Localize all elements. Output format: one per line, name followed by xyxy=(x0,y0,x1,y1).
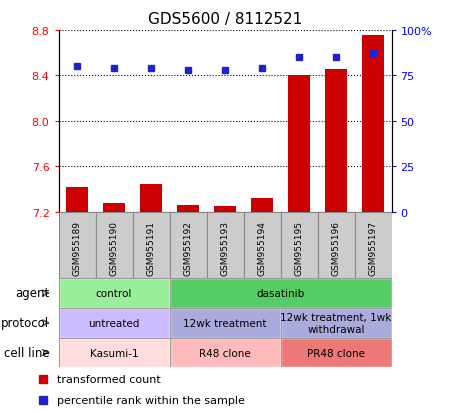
Bar xyxy=(58,338,170,368)
Bar xyxy=(103,203,125,212)
Text: GSM955194: GSM955194 xyxy=(257,220,266,275)
Bar xyxy=(243,212,280,278)
Bar xyxy=(280,338,392,368)
Title: GDS5600 / 8112521: GDS5600 / 8112521 xyxy=(148,12,302,26)
Bar xyxy=(362,36,384,212)
Text: GSM955192: GSM955192 xyxy=(184,220,193,275)
Text: PR48 clone: PR48 clone xyxy=(307,348,365,358)
Bar xyxy=(170,308,280,338)
Bar xyxy=(251,199,273,212)
Bar xyxy=(170,212,207,278)
Bar xyxy=(58,278,170,308)
Bar xyxy=(66,188,88,212)
Text: percentile rank within the sample: percentile rank within the sample xyxy=(57,395,245,405)
Bar xyxy=(214,206,236,212)
Text: cell line: cell line xyxy=(4,346,50,359)
Text: R48 clone: R48 clone xyxy=(199,348,251,358)
Bar xyxy=(58,338,170,368)
Text: GSM955197: GSM955197 xyxy=(369,220,378,275)
Bar xyxy=(207,212,243,278)
Bar xyxy=(140,185,162,212)
Bar xyxy=(318,212,355,278)
Text: agent: agent xyxy=(15,287,50,300)
Bar xyxy=(280,212,318,278)
Text: untreated: untreated xyxy=(88,318,140,328)
Text: GSM955189: GSM955189 xyxy=(72,220,81,275)
Bar xyxy=(58,212,95,278)
Text: protocol: protocol xyxy=(1,316,50,330)
Text: 12wk treatment, 1wk
withdrawal: 12wk treatment, 1wk withdrawal xyxy=(280,312,392,334)
Bar xyxy=(58,308,170,338)
Text: GSM955190: GSM955190 xyxy=(109,220,118,275)
Text: 12wk treatment: 12wk treatment xyxy=(183,318,267,328)
Text: dasatinib: dasatinib xyxy=(256,288,305,298)
Bar xyxy=(170,278,392,308)
Bar xyxy=(355,212,392,278)
Bar xyxy=(177,206,199,212)
Bar xyxy=(170,338,280,368)
Bar xyxy=(325,70,347,212)
Bar xyxy=(288,76,310,212)
Bar xyxy=(170,278,392,308)
Text: control: control xyxy=(96,288,132,298)
Bar xyxy=(170,338,280,368)
Text: GSM955196: GSM955196 xyxy=(332,220,341,275)
Bar xyxy=(280,308,392,338)
Bar xyxy=(280,338,392,368)
Text: GSM955195: GSM955195 xyxy=(294,220,303,275)
Text: GSM955191: GSM955191 xyxy=(147,220,156,275)
Bar xyxy=(58,278,170,308)
Bar xyxy=(170,308,280,338)
Bar xyxy=(58,308,170,338)
Bar xyxy=(280,308,392,338)
Text: Kasumi-1: Kasumi-1 xyxy=(90,348,138,358)
Bar xyxy=(95,212,132,278)
Bar xyxy=(132,212,170,278)
Text: transformed count: transformed count xyxy=(57,374,161,384)
Text: GSM955193: GSM955193 xyxy=(220,220,230,275)
